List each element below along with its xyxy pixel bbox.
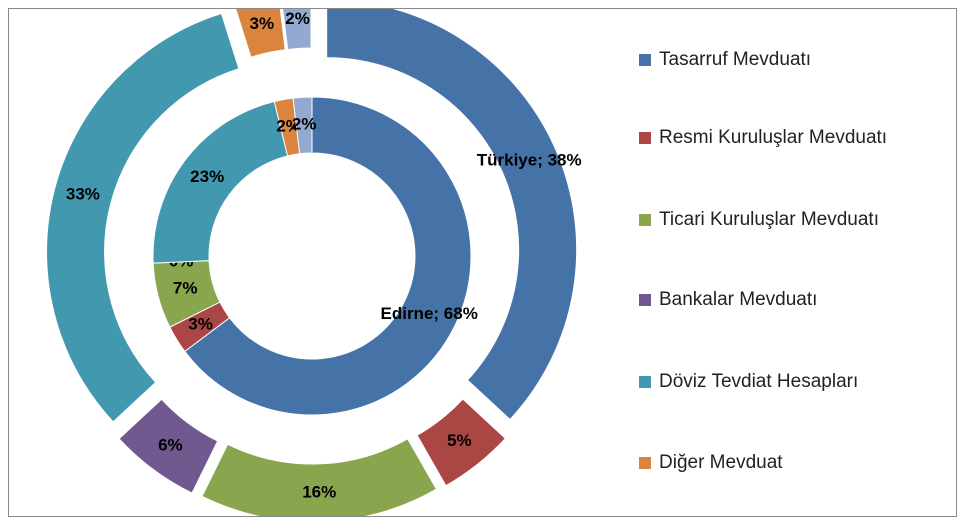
data-label: Edirne; 68% bbox=[381, 304, 478, 323]
data-label: 6% bbox=[158, 436, 183, 455]
segment bbox=[416, 398, 507, 487]
legend-label: Diğer Mevduat bbox=[659, 452, 783, 473]
data-label: 5% bbox=[447, 431, 472, 450]
legend-swatch bbox=[639, 132, 651, 144]
legend-swatch bbox=[639, 457, 651, 469]
data-label: Türkiye; 38% bbox=[477, 151, 582, 170]
data-label: 3% bbox=[249, 14, 274, 33]
legend-swatch bbox=[639, 294, 651, 306]
segment bbox=[282, 9, 312, 51]
data-label: 7% bbox=[173, 278, 198, 297]
chart: Edirne; 68%3%7%0%23%2%2%Türkiye; 38%5%16… bbox=[8, 8, 957, 517]
legend-label: Döviz Tevdiat Hesapları bbox=[659, 371, 859, 392]
data-label: 33% bbox=[66, 185, 100, 204]
legend-swatch bbox=[639, 214, 651, 226]
data-label: 16% bbox=[302, 482, 336, 501]
segment bbox=[118, 398, 219, 494]
legend-item: Tasarruf Mevduatı bbox=[639, 45, 811, 75]
legend-item: Bankalar Mevduatı bbox=[639, 285, 817, 315]
plot: Edirne; 68%3%7%0%23%2%2%Türkiye; 38%5%16… bbox=[46, 9, 582, 516]
data-label: 2% bbox=[292, 115, 317, 134]
data-label: 2% bbox=[285, 9, 310, 28]
segment bbox=[201, 438, 438, 516]
legend-item: Döviz Tevdiat Hesapları bbox=[639, 367, 858, 397]
segment bbox=[46, 12, 240, 423]
legend-swatch bbox=[639, 376, 651, 388]
legend-item: Resmi Kuruluşlar Mevduatı bbox=[639, 123, 887, 153]
segment bbox=[292, 96, 313, 155]
legend-item: Diğer Mevduat bbox=[639, 448, 783, 478]
legend-item: Ticari Kuruluşlar Mevduatı bbox=[639, 205, 879, 235]
data-label: 2% bbox=[276, 117, 301, 136]
segment bbox=[235, 9, 286, 58]
legend-label: Ticari Kuruluşlar Mevduatı bbox=[659, 209, 879, 230]
segment bbox=[184, 96, 472, 416]
legend-label: Tasarruf Mevduatı bbox=[659, 49, 812, 70]
legend-swatch bbox=[639, 54, 651, 66]
data-label: 23% bbox=[190, 167, 224, 186]
legend-label: Resmi Kuruluşlar Mevduatı bbox=[659, 127, 888, 148]
legend-label: Bankalar Mevduatı bbox=[659, 289, 818, 310]
segment bbox=[326, 9, 578, 421]
data-label: 3% bbox=[188, 314, 213, 333]
